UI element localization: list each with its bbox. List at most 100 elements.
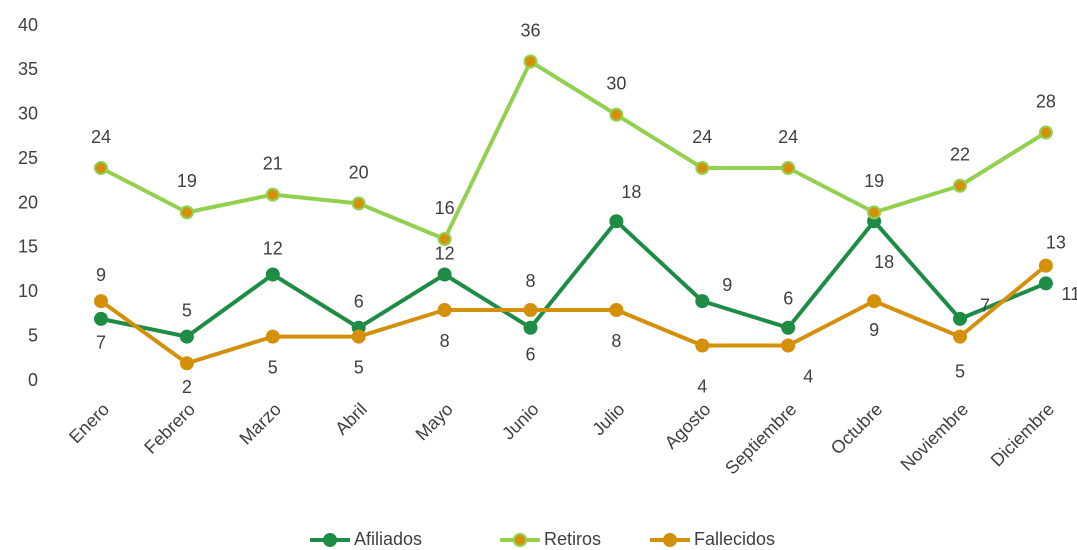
data-label: 6: [354, 292, 364, 312]
data-label: 20: [349, 162, 369, 182]
marker: [1038, 258, 1053, 273]
data-label: 11: [1062, 284, 1077, 304]
x-tick-label: Noviembre: [897, 399, 973, 475]
data-label: 24: [778, 127, 798, 147]
data-label: 24: [91, 127, 111, 147]
y-tick-label: 20: [18, 192, 38, 212]
data-label: 9: [96, 265, 106, 285]
data-label: 36: [520, 20, 540, 40]
y-tick-label: 35: [18, 59, 38, 79]
x-tick-label: Febrero: [140, 399, 199, 458]
data-label: 22: [950, 145, 970, 165]
data-label: 7: [96, 333, 106, 353]
marker: [179, 356, 194, 371]
y-tick-label: 25: [18, 148, 38, 168]
data-label: 6: [525, 345, 535, 365]
marker: [609, 107, 624, 122]
marker: [351, 329, 366, 344]
data-label: 4: [697, 376, 707, 396]
data-label: 21: [263, 153, 283, 173]
marker: [953, 178, 967, 193]
marker: [265, 267, 280, 282]
legend-marker: [323, 533, 337, 547]
marker: [351, 196, 366, 211]
data-label: 19: [177, 171, 197, 191]
data-label: 7: [980, 296, 990, 316]
marker: [94, 294, 108, 309]
legend-marker: [513, 533, 527, 547]
data-label: 12: [435, 243, 455, 263]
x-tick-label: Junio: [498, 399, 543, 444]
data-label: 8: [440, 331, 450, 351]
marker: [781, 320, 796, 335]
x-tick-label: Abril: [331, 399, 371, 439]
marker: [781, 338, 796, 353]
marker: [953, 329, 967, 344]
marker: [867, 205, 882, 220]
marker: [265, 329, 280, 344]
data-label: 19: [864, 171, 884, 191]
data-label: 18: [874, 252, 894, 272]
x-tick-label: Septiembre: [721, 399, 800, 478]
data-label: 24: [692, 127, 712, 147]
marker: [1038, 276, 1053, 291]
data-label: 5: [268, 357, 278, 377]
data-label: 8: [611, 331, 621, 351]
marker: [1038, 125, 1053, 140]
marker: [953, 311, 967, 326]
x-tick-label: Agosto: [661, 399, 715, 453]
marker: [523, 303, 538, 317]
data-label: 6: [783, 289, 793, 309]
data-label: 28: [1036, 91, 1056, 111]
marker: [437, 303, 452, 317]
marker: [695, 294, 710, 309]
y-tick-label: 0: [28, 370, 38, 390]
y-tick-label: 30: [18, 104, 38, 124]
x-tick-label: Octubre: [827, 399, 886, 458]
y-tick-label: 40: [18, 15, 38, 35]
data-label: 16: [435, 198, 455, 218]
marker: [437, 232, 452, 246]
marker: [94, 161, 108, 175]
marker: [867, 294, 882, 309]
data-label: 4: [803, 366, 813, 386]
x-tick-label: Enero: [65, 399, 113, 447]
x-tick-label: Mayo: [412, 399, 457, 444]
marker: [179, 329, 194, 344]
marker: [695, 338, 710, 353]
marker: [609, 303, 624, 317]
line: [100, 59, 1047, 241]
data-label: 9: [722, 275, 732, 295]
marker: [265, 187, 280, 202]
data-label: 18: [621, 182, 641, 202]
marker: [781, 161, 796, 175]
data-label: 5: [182, 300, 192, 320]
y-tick-label: 10: [18, 281, 38, 301]
legend-label: Afiliados: [354, 529, 422, 549]
y-tick-label: 5: [28, 325, 38, 345]
data-label: 8: [525, 271, 535, 291]
marker: [523, 54, 538, 69]
data-label: 5: [354, 357, 364, 377]
data-label: 13: [1046, 232, 1066, 252]
line: [100, 219, 1047, 339]
legend-label: Retiros: [544, 529, 601, 549]
data-label: 12: [263, 238, 283, 258]
marker: [609, 214, 624, 229]
marker: [94, 311, 108, 326]
x-tick-label: Marzo: [235, 399, 285, 449]
data-label: 30: [606, 74, 626, 94]
marker: [523, 320, 538, 335]
data-label: 2: [182, 377, 192, 397]
legend-label: Fallecidos: [694, 529, 775, 549]
x-tick-label: Diciembre: [987, 399, 1058, 470]
y-tick-label: 15: [18, 237, 38, 257]
x-tick-label: Julio: [588, 399, 628, 439]
marker: [437, 267, 452, 282]
data-label: 5: [955, 361, 965, 381]
legend-marker: [663, 533, 677, 547]
line: [99, 264, 1048, 366]
marker: [695, 161, 710, 175]
data-label: 9: [869, 320, 879, 340]
